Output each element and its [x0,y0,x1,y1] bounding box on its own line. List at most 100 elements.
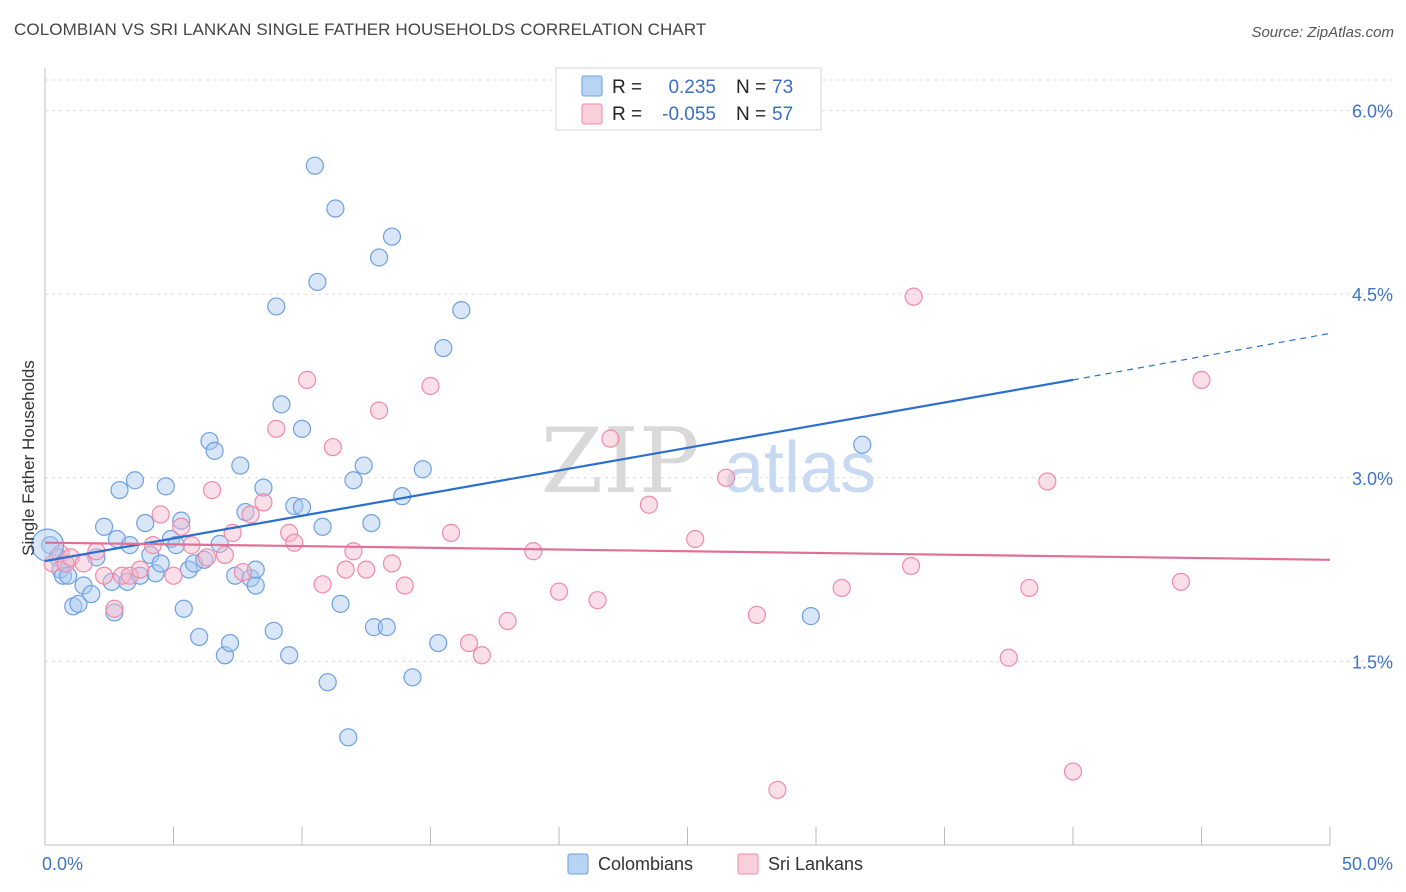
legend-r-value-2: -0.055 [662,104,716,125]
point-colombians [156,477,175,496]
point-srilankans [202,480,222,500]
point-colombians [452,301,471,320]
point-colombians [136,513,155,533]
point-srilankans [370,401,389,420]
point-colombians [801,607,820,626]
point-colombians [146,564,165,583]
legend-r-label-2: R = [612,104,642,125]
point-srilankans [323,438,342,457]
point-colombians [403,668,422,687]
y-tick-label: 4.5% [1352,285,1393,305]
trend-line-srilankans [44,541,1331,561]
point-colombians [272,395,291,414]
point-colombians [292,498,312,517]
point-colombians [95,517,114,536]
point-srilankans [459,633,479,653]
point-colombians [69,594,88,613]
point-srilankans [498,611,517,631]
point-colombians [339,728,358,747]
point-srilankans [241,505,260,524]
point-srilankans [130,560,150,579]
point-colombians [151,554,170,573]
point-colombians [205,441,224,460]
point-colombians [264,621,283,640]
point-srilankans [588,591,607,610]
watermark-zip: ZIP [541,409,700,514]
point-srilankans [164,566,183,585]
watermark: ZIP atlas [541,409,876,514]
watermark-atlas: atlas [724,428,876,508]
point-colombians [200,431,219,451]
point-colombians [280,646,299,665]
point-colombians [190,627,209,647]
point-srilankans [686,529,705,549]
point-srilankans [280,523,299,542]
legend-swatch-srilankans [581,103,603,125]
chart-title: COLOMBIAN VS SRI LANKAN SINGLE FATHER HO… [14,20,707,39]
point-srilankans [120,566,139,585]
point-srilankans [197,548,217,567]
trend-line-colombians [44,378,1074,563]
point-srilankans [254,493,273,512]
point-colombians [125,471,145,490]
point-colombians [326,199,345,218]
legend-n-value-1: 73 [772,77,793,98]
data-points [30,156,1211,800]
y-axis-title: Single Father Households [19,360,38,556]
point-srilankans [151,505,170,524]
point-srilankans [904,287,923,306]
point-colombians [377,618,396,637]
point-colombians [413,460,432,479]
point-srilankans [601,429,620,448]
point-srilankans [1038,472,1057,491]
point-srilankans [215,545,234,565]
point-colombians [82,584,101,604]
point-srilankans [832,578,851,598]
legend-r-label-1: R = [612,77,642,98]
legend-n-value-2: 57 [772,104,793,125]
point-colombians [429,633,448,653]
stats-legend: R = 0.235 N = 73 R = -0.055 N = 57 [555,67,822,131]
point-srilankans [1063,762,1083,781]
point-srilankans [267,419,286,438]
point-srilankans [999,648,1018,667]
point-colombians [220,633,240,653]
point-srilankans [472,646,491,665]
point-srilankans [639,495,659,514]
point-colombians [364,618,384,637]
point-srilankans [344,542,363,561]
point-srilankans [95,566,114,585]
point-colombians [354,456,373,475]
point-srilankans [357,560,376,579]
point-srilankans [441,523,461,542]
point-srilankans [285,533,304,552]
point-srilankans [298,370,317,389]
y-tick-label: 3.0% [1352,469,1393,489]
point-srilankans [901,556,921,576]
point-colombians [195,550,214,569]
point-srilankans [716,468,736,487]
legend-n-label-2: N = [736,104,766,125]
tick-labels: 1.5% 3.0% 4.5% 6.0% 0.0% 50.0% [42,102,1393,874]
bottom-legend-label-srilankans: Sri Lankans [768,854,863,874]
point-colombians [382,227,402,246]
point-colombians [174,599,193,618]
point-colombians [308,272,327,292]
y-tick-label: 1.5% [1352,652,1393,672]
point-srilankans [74,554,93,573]
axes [44,68,1331,846]
legend-n-label-1: N = [736,77,766,98]
trend-lines [44,332,1331,563]
point-srilankans [549,582,569,601]
x-tick-label: 0.0% [42,854,83,874]
bottom-legend-swatch-srilankans [737,853,759,875]
point-colombians [331,594,350,613]
point-colombians [130,566,150,585]
point-colombians [305,156,324,175]
point-srilankans [524,542,543,561]
point-colombians [292,419,312,438]
point-srilankans [747,605,766,624]
point-srilankans [336,560,355,579]
point-colombians [110,480,129,500]
